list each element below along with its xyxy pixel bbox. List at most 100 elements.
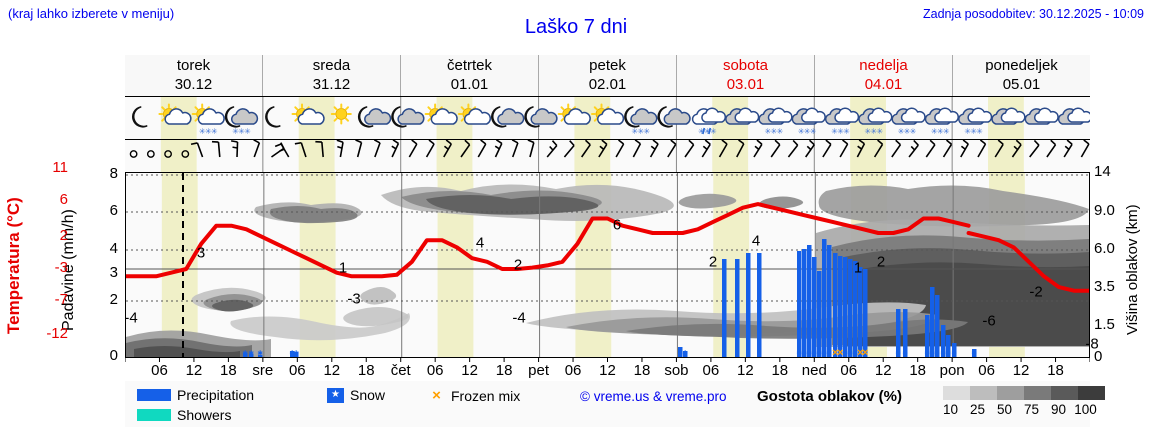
weather-icon-sun-cloud — [291, 103, 325, 125]
wind-barb — [336, 140, 344, 158]
wind-barb — [1063, 140, 1073, 158]
snow-marker: ✱ — [293, 350, 299, 358]
snow-swatch-icon: ★ — [327, 387, 344, 403]
weather-icon-moon-cloud — [657, 106, 691, 128]
cloud-density-scale-value: 50 — [996, 402, 1013, 417]
precipitation-bar — [930, 287, 935, 357]
frozen-mix-marker: × — [832, 347, 838, 357]
day-date: 30.12 — [174, 75, 213, 93]
snow-marker: ✱ — [929, 350, 935, 358]
temperature-value-label: 1 — [853, 259, 863, 277]
svg-text:✳: ✳ — [643, 127, 650, 136]
svg-text:✳: ✳ — [876, 127, 883, 136]
svg-text:✳: ✳ — [238, 127, 245, 136]
temperature-value-label: -4 — [512, 309, 526, 327]
precipitation-bar — [722, 259, 727, 357]
temperature-tick: -3 — [54, 259, 68, 276]
wind-barb — [994, 140, 1004, 158]
time-tick-label: 18 — [358, 362, 375, 379]
snow-marker: ✱ — [842, 350, 848, 358]
precipitation-bar — [294, 352, 299, 357]
snow-marker: ✱ — [902, 350, 908, 358]
location-menu-note[interactable]: (kraj lahko izberete v meniju) — [8, 6, 175, 21]
wind-barb — [190, 142, 204, 158]
wind-barb — [718, 140, 728, 158]
day-header-ponedeljek: ponedeljek 05.01 — [953, 55, 1090, 96]
svg-text:✳: ✳ — [964, 127, 971, 136]
temperature-value-label: 4 — [751, 232, 761, 250]
day-date: 05.01 — [1002, 75, 1041, 93]
snow-marker: ✱ — [971, 350, 977, 358]
weather-icon-sun-cloud — [557, 103, 591, 125]
wind-barb — [891, 140, 902, 158]
cloud-density-colorbar — [943, 386, 1105, 400]
cloud-height-tick: 6.0 — [1094, 240, 1115, 257]
svg-text:✳: ✳ — [910, 127, 917, 136]
cloud-density-swatch — [970, 386, 997, 400]
wind-barb — [443, 140, 452, 158]
day-header-torek: torek 30.12 — [125, 55, 263, 96]
cloud-height-tick: 14 — [1094, 163, 1111, 180]
time-tick-label: sob — [664, 362, 688, 379]
snow-marker: ✱ — [826, 350, 832, 358]
svg-text:✳: ✳ — [831, 127, 838, 136]
precipitation-tick: 0 — [109, 347, 118, 364]
cloud-density-region — [134, 346, 240, 357]
day-name: petek — [589, 56, 626, 74]
precipitation-bar — [863, 269, 868, 357]
temperature-curve — [126, 202, 971, 279]
precipitation-bar — [952, 343, 957, 357]
time-tick-label: sre — [252, 362, 273, 379]
temperature-value-label: 2 — [876, 253, 886, 271]
svg-text:✳: ✳ — [637, 127, 644, 136]
wind-barb — [391, 140, 400, 158]
wind-barb — [977, 140, 987, 158]
precipitation-bar — [290, 351, 295, 357]
day-name: sobota — [722, 56, 769, 74]
wind-barb — [494, 140, 503, 158]
snow-marker: ✱ — [852, 350, 858, 358]
snow-marker: ✱ — [951, 350, 957, 358]
svg-text:✳: ✳ — [777, 127, 784, 136]
cloud-height-tick: 9.0 — [1094, 202, 1115, 219]
wind-barb — [736, 140, 745, 158]
precipitation-bar — [903, 309, 908, 357]
weather-icon-sun-cloud — [424, 103, 458, 125]
day-name: sreda — [312, 56, 351, 74]
temperature-tick: -7 — [54, 291, 68, 308]
cloud-density-swatch — [943, 386, 970, 400]
frozen-mix-marker: × — [857, 347, 863, 357]
svg-text:✳: ✳ — [937, 127, 944, 136]
svg-text:✳: ✳ — [976, 127, 983, 136]
weather-icon-moon — [265, 106, 281, 128]
legend-precipitation: Precipitation — [137, 387, 254, 403]
precipitation-bar — [797, 251, 802, 357]
wind-barb — [230, 140, 239, 158]
weather-icon-sun-cloud-snow: ✳ ✳ ✳ — [191, 103, 225, 136]
snow-marker: ✱ — [847, 350, 853, 358]
svg-text:✳: ✳ — [810, 127, 817, 136]
copyright-label[interactable]: © vreme.us & vreme.pro — [580, 389, 727, 404]
weather-icon-cloud-snow: ✳ ✳ ✳ — [824, 107, 860, 136]
time-tick-label: 12 — [323, 362, 340, 379]
weather-icon-cloud — [725, 107, 760, 125]
cloud-density-region — [678, 193, 737, 209]
precipitation-bar — [802, 249, 807, 357]
snow-marker: ✱ — [940, 350, 946, 358]
time-tick-label: 18 — [771, 362, 788, 379]
temperature-value-label: 2 — [513, 256, 523, 274]
weather-icon-sun-cloud — [158, 103, 192, 125]
day-date: 03.01 — [726, 75, 765, 93]
snow-marker: ✱ — [816, 350, 822, 358]
wind-barb — [373, 140, 381, 158]
svg-text:✳: ✳ — [710, 127, 717, 136]
time-tick-label: 12 — [737, 362, 754, 379]
day-name: četrtek — [446, 56, 492, 74]
svg-text:✳: ✳ — [199, 127, 206, 136]
wind-barb — [315, 140, 324, 158]
svg-text:✳: ✳ — [704, 127, 711, 136]
svg-text:✳: ✳ — [771, 127, 778, 136]
frozen-mix-marker: × — [837, 347, 843, 357]
wind-barb — [164, 150, 172, 158]
